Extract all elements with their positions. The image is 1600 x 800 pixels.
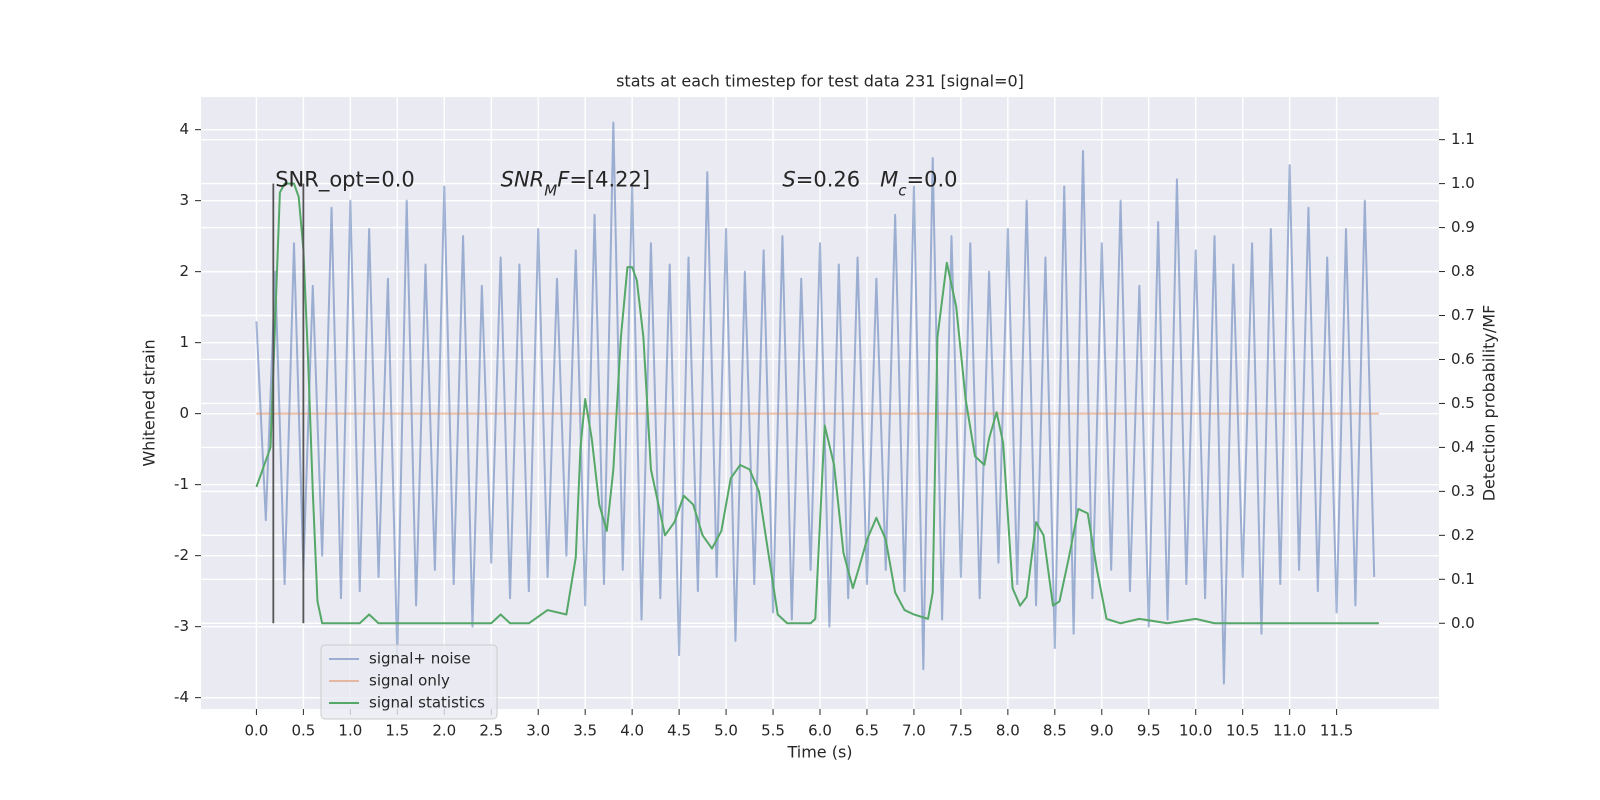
y2-tick-label: 0.4 [1451,438,1475,456]
annotation: SNRMF=[4.22] [501,167,650,199]
y-tick-label: 3 [179,191,189,209]
x-tick-label: 5.0 [714,722,738,740]
annotation-part: c [898,181,907,199]
annotation-part: =[4.22] [569,167,650,191]
annotation-part: M [880,167,898,191]
y2-tick-label: 0.8 [1451,262,1475,280]
x-tick-label: 6.5 [855,722,879,740]
x-tick-label: 3.0 [526,722,550,740]
x-tick-label: 9.0 [1090,722,1114,740]
x-tick-label: 7.0 [902,722,926,740]
y2-tick-label: 0.9 [1451,218,1475,236]
y-tick-label: -3 [174,617,189,635]
x-tick-label: 1.0 [338,722,362,740]
annotation-part: SNR [501,167,545,191]
x-tick-label: 2.5 [479,722,503,740]
x-tick-label: 8.0 [996,722,1020,740]
y2-tick-label: 0.0 [1451,614,1475,632]
x-tick-label: 4.5 [667,722,691,740]
chart-title: stats at each timestep for test data 231… [616,72,1024,91]
y2-tick-label: 0.2 [1451,526,1475,544]
x-tick-label: 6.0 [808,722,832,740]
x-tick-label: 9.5 [1137,722,1161,740]
x-tick-label: 5.5 [761,722,785,740]
y2-tick-label: 0.5 [1451,394,1475,412]
x-tick-label: 10.5 [1226,722,1259,740]
y-tick-label: 4 [179,120,189,138]
y-tick-label: -2 [174,546,189,564]
series-line [255,121,1376,685]
y-tick-label: 2 [179,262,189,280]
y2-tick-label: 1.0 [1451,174,1475,192]
annotation: SNR_opt=0.0 [275,167,415,192]
legend-label: signal+ noise [369,650,471,668]
y-axis-label: Whitened strain [140,339,159,466]
x-tick-label: 2.0 [432,722,456,740]
y-tick-label: 1 [179,333,189,351]
x-tick-label: 11.5 [1320,722,1353,740]
annotation: S=0.26 Mc=0.0 [782,167,957,199]
x-tick-label: 3.5 [573,722,597,740]
x-tick-label: 10.0 [1179,722,1212,740]
x-tick-label: 7.5 [949,722,973,740]
y-tick-label: -4 [174,688,189,706]
annotation-part: F [557,167,570,191]
y2-tick-label: 1.1 [1451,130,1475,148]
x-axis-label: Time (s) [786,743,852,762]
x-tick-label: 0.0 [244,722,268,740]
legend: signal+ noise signal only signal statistic… [320,644,498,720]
annotation-part: S [782,167,795,191]
annotation-part: =0.0 [907,167,958,191]
x-tick-label: 11.0 [1273,722,1306,740]
axes: 0.0 0.5 1.0 1.5 2.0 2.5 3.0 3.5 4.0 4.5 5.0 5.5 6.0 6… [174,120,1475,739]
annotation-part: M [544,181,557,199]
plot-area: SNR_opt=0.0 SNRMF=[4.22] S=0.26 Mc=0.0 [255,121,1379,685]
x-tick-label: 1.5 [385,722,409,740]
y2-axis-label: Detection probability/MF [1480,305,1499,502]
y2-tick-label: 0.6 [1451,350,1475,368]
y-tick-label: 0 [179,404,189,422]
annotation-part: SNR_opt=0.0 [275,167,415,192]
series-line [255,182,1379,625]
x-tick-label: 8.5 [1043,722,1067,740]
y2-tick-label: 0.3 [1451,482,1475,500]
annotation-part: =0.26 [796,167,880,191]
legend-box [320,644,498,720]
x-tick-label: 4.0 [620,722,644,740]
x-tick-label: 0.5 [291,722,315,740]
legend-label: signal statistics [369,694,485,712]
y-tick-label: -1 [174,475,189,493]
y2-tick-label: 0.7 [1451,306,1475,324]
legend-label: signal only [369,672,450,690]
y2-tick-label: 0.1 [1451,570,1475,588]
